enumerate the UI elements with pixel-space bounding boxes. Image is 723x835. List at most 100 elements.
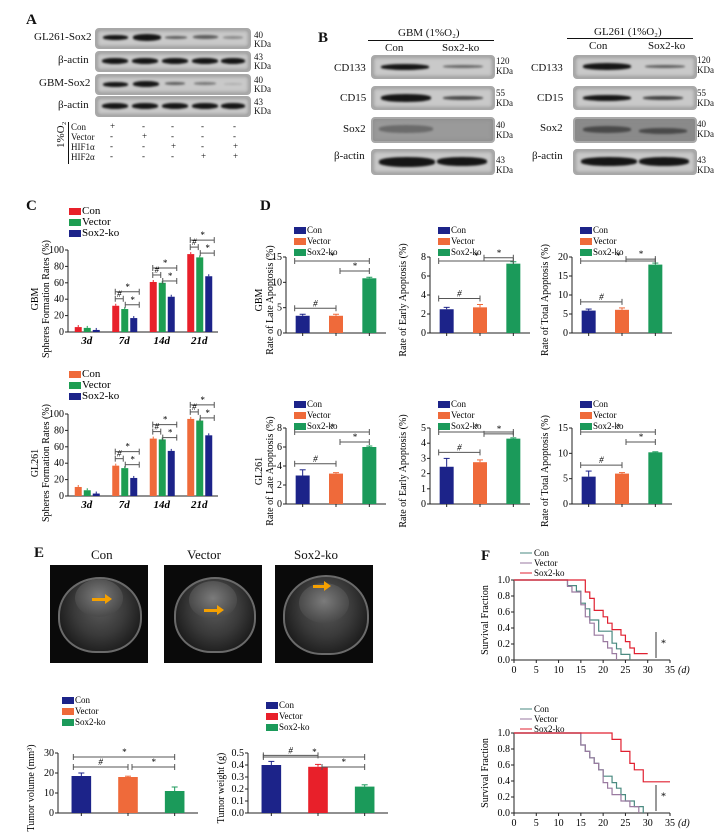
svg-text:Vector: Vector [75,706,99,716]
svg-text:80: 80 [54,261,64,272]
blot-row-label: β-actin [58,54,89,66]
mri-image-con [50,565,148,663]
divider [68,122,69,164]
svg-text:100: 100 [49,245,64,256]
svg-text:GBMSpheres Formation Rates (%): GBMSpheres Formation Rates (%) [30,240,52,358]
svg-text:10: 10 [272,277,282,288]
svg-text:7d: 7d [119,335,131,347]
svg-text:8: 8 [277,423,282,434]
svg-text:Sox2-ko: Sox2-ko [593,247,624,257]
svg-text:0: 0 [421,499,426,510]
svg-text:3d: 3d [80,499,93,511]
svg-text:15: 15 [558,423,568,434]
svg-text:0: 0 [59,491,64,502]
panel-label-f: F [481,548,491,564]
svg-text:2: 2 [277,480,282,491]
svg-text:Rate of Early Apoptosis (%): Rate of Early Apoptosis (%) [398,243,409,356]
svg-text:4: 4 [421,438,426,449]
svg-text:*: * [163,415,168,425]
svg-text:*: * [496,424,501,434]
svg-text:Vector: Vector [534,558,558,568]
svg-text:Con: Con [534,704,550,714]
svg-text:0.6: 0.6 [498,760,511,771]
svg-text:Sox2-ko: Sox2-ko [593,421,624,431]
svg-text:35: 35 [665,665,675,676]
condition-mark: - [201,121,204,131]
condition-mark: - [142,151,145,161]
condition-mark: + [233,141,239,151]
svg-text:*: * [352,261,357,271]
svg-text:*: * [474,422,479,432]
divider [567,38,693,39]
svg-text:0.2: 0.2 [232,784,245,795]
svg-text:*: * [130,455,135,465]
svg-text:*: * [330,422,335,432]
svg-text:Sox2-ko: Sox2-ko [307,247,338,257]
svg-text:0.5: 0.5 [232,748,245,759]
svg-text:*: * [200,395,205,405]
condition-mark: + [142,131,148,141]
svg-text:Con: Con [307,399,323,409]
kda-unit: KDa [697,165,714,175]
svg-text:*: * [130,295,135,305]
svg-text:Vector: Vector [279,711,303,721]
lane-label: Sox2-ko [648,40,686,52]
condition-name: HIF2α [71,152,95,162]
svg-text:Con: Con [593,399,609,409]
blot-row-label: CD133 [531,62,563,74]
lane-label: Con [385,42,404,54]
svg-text:*: * [125,442,130,452]
svg-text:*: * [638,249,643,259]
svg-text:Con: Con [307,225,323,235]
svg-text:Con: Con [593,225,609,235]
svg-text:#: # [155,265,160,275]
svg-text:0.2: 0.2 [498,792,511,803]
svg-text:20: 20 [54,475,64,486]
svg-text:*: * [638,432,643,442]
panel-label-d: D [260,198,271,214]
chart-F-top: 0.0 0.2 0.4 0.6 0.8 1.0 0 5 10 15 20 25 30 35 (d) Survi… [480,548,690,676]
blot-row-label: GBM-Sox2 [39,77,91,89]
svg-text:30: 30 [643,665,653,676]
svg-text:Rate of Total Apoptosis (%): Rate of Total Apoptosis (%) [540,415,551,527]
svg-text:*: * [474,251,479,261]
svg-text:Survival Fraction: Survival Fraction [480,585,491,655]
svg-text:Rate of Early Apoptosis (%): Rate of Early Apoptosis (%) [398,414,409,527]
condition-mark: - [142,141,145,151]
svg-text:0.0: 0.0 [232,808,245,819]
blot-row-label: Sox2 [343,123,366,135]
svg-text:6: 6 [421,271,426,282]
svg-text:10: 10 [554,665,564,676]
svg-text:20: 20 [598,665,608,676]
svg-text:5: 5 [534,818,539,829]
svg-text:0.4: 0.4 [232,760,245,771]
svg-text:*: * [330,251,335,261]
blot-row-label: β-actin [58,99,89,111]
svg-text:10: 10 [558,290,568,301]
condition-name: Vector [71,132,95,142]
svg-text:GL261Rate of Late Apoptosis (%: GL261Rate of Late Apoptosis (%) [254,416,276,525]
svg-text:7d: 7d [119,499,131,511]
svg-text:*: * [616,422,621,432]
condition-mark: + [110,121,116,131]
svg-text:Con: Con [451,399,467,409]
svg-text:20: 20 [54,311,64,322]
svg-text:20: 20 [44,768,54,779]
svg-text:*: * [168,428,173,438]
chart-D-GBM-total: 0 5 10 15 20 Rate of Total Apoptosis (%) ConVe… [540,225,672,356]
svg-text:1.0: 1.0 [498,728,511,739]
svg-text:15: 15 [272,252,282,263]
svg-text:(d): (d) [678,818,690,829]
svg-text:#: # [457,289,462,299]
lane-label: Con [589,40,608,52]
blot-row-label: CD15 [537,92,564,104]
blot-title: GL261 (1%O₂) [594,26,662,38]
svg-text:*: * [352,432,357,442]
svg-text:0: 0 [563,328,568,339]
condition-mark: - [142,121,145,131]
condition-mark: - [201,131,204,141]
svg-text:Con: Con [82,368,101,380]
svg-text:20: 20 [558,252,568,263]
svg-text:5: 5 [277,303,282,314]
